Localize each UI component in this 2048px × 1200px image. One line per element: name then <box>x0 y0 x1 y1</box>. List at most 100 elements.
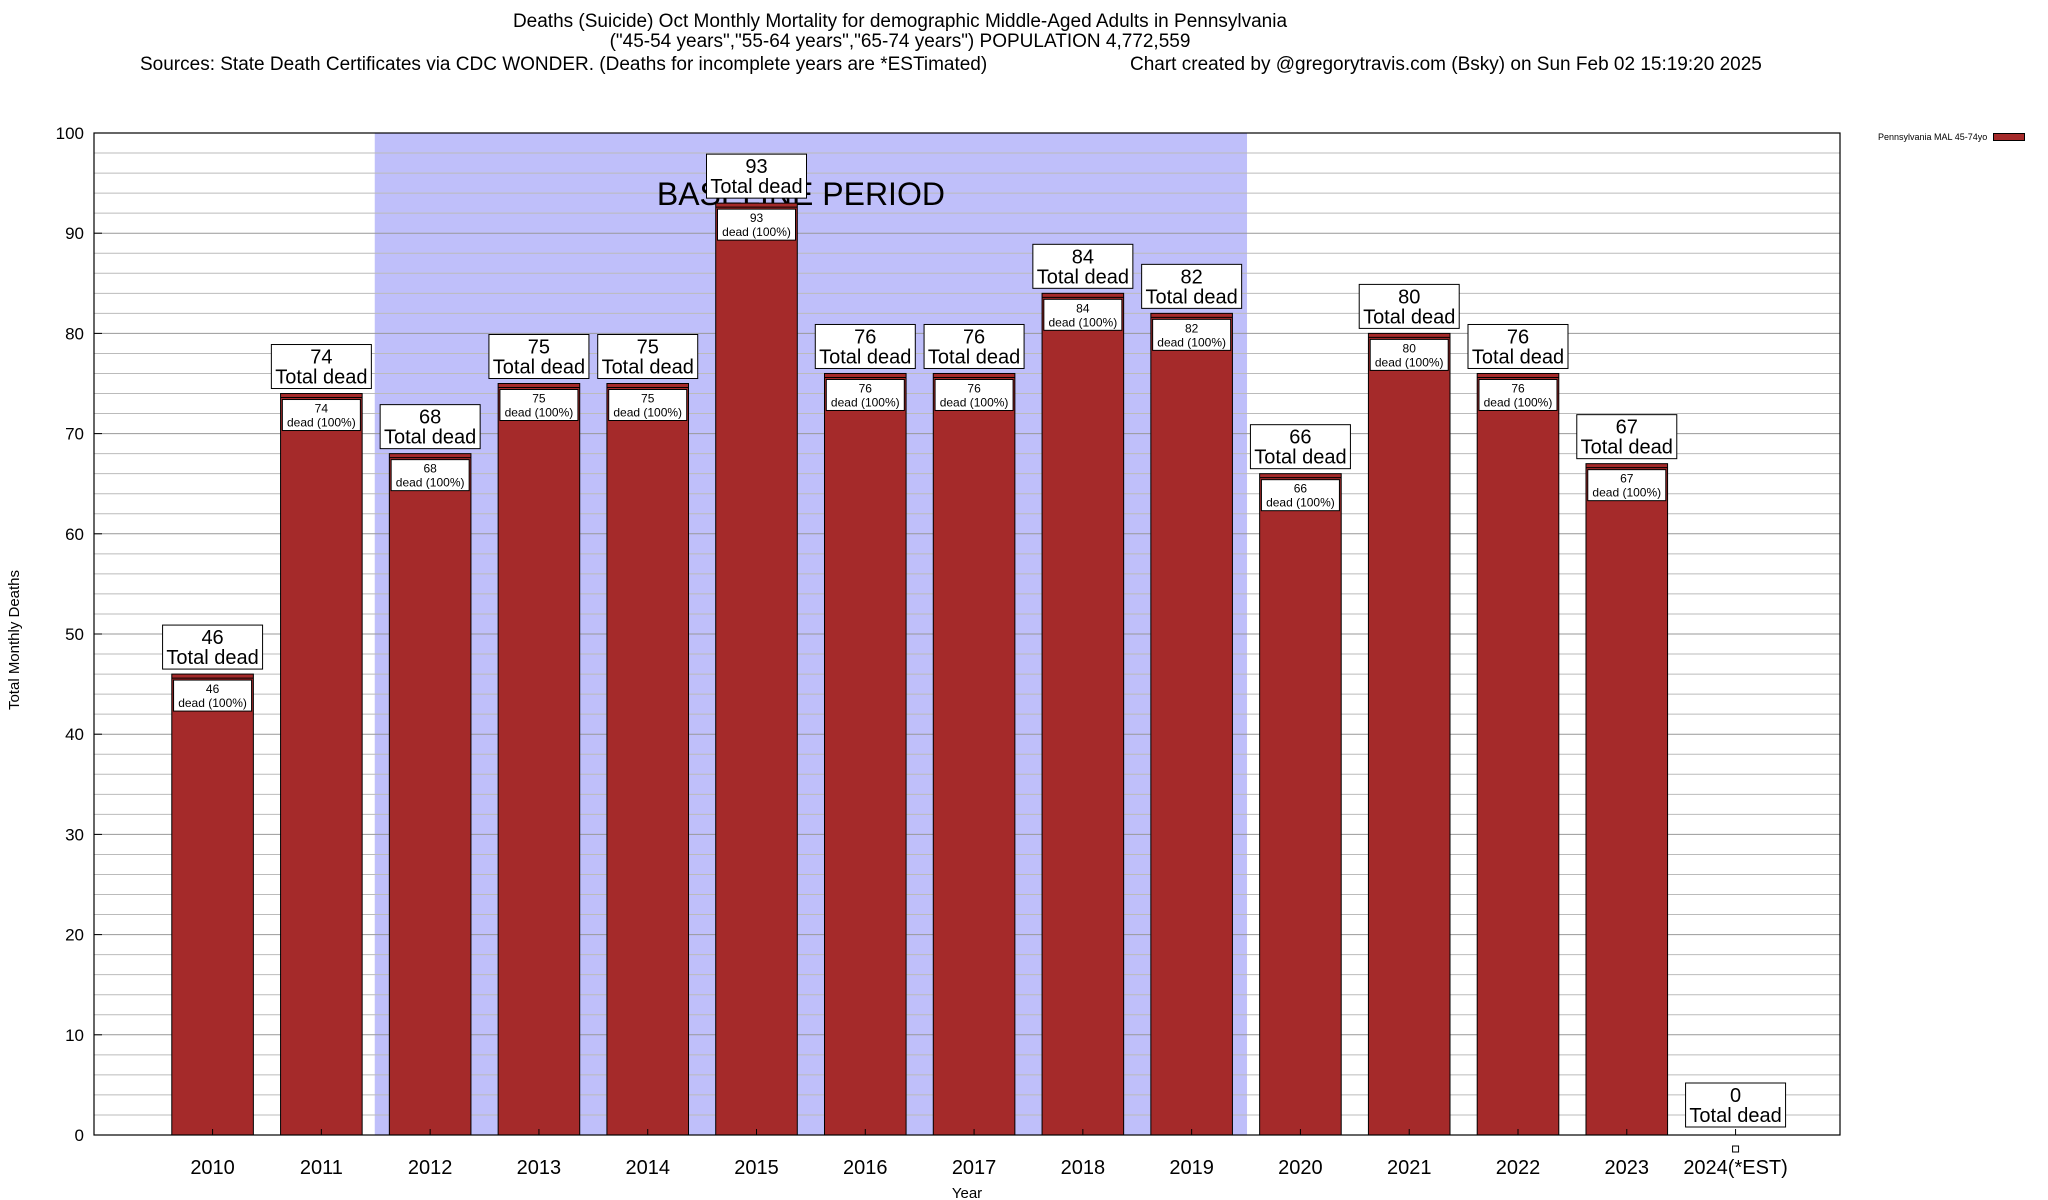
y-tick-label: 100 <box>56 124 84 143</box>
bar <box>1259 473 1342 1136</box>
total-label-box <box>1576 414 1678 460</box>
bar <box>1585 463 1669 1136</box>
bar-percent-label: dead (100%) <box>1484 395 1553 409</box>
total-value-label: 76 <box>963 326 985 348</box>
total-value-label: 93 <box>745 156 767 178</box>
y-tick-label: 80 <box>65 324 84 343</box>
sources-text: Sources: State Death Certificates via CD… <box>140 54 988 75</box>
total-value-label: 75 <box>528 337 550 359</box>
zero-marker <box>1732 1145 1740 1153</box>
y-tick-label: 70 <box>65 425 84 444</box>
bar-label-box <box>173 679 253 712</box>
bar-value-label: 68 <box>423 462 437 476</box>
bar <box>388 453 472 1136</box>
total-value-label: 68 <box>419 407 441 429</box>
total-dead-label: Total dead <box>166 647 258 669</box>
total-dead-label: Total dead <box>710 176 802 198</box>
bar-label-box <box>934 378 1014 411</box>
total-label-box <box>1141 263 1243 309</box>
bar-label-box <box>1587 469 1667 502</box>
bar-value-label: 76 <box>967 381 981 395</box>
total-value-label: 76 <box>854 326 876 348</box>
x-axis-label: Year <box>952 1185 982 1200</box>
total-dead-label: Total dead <box>819 346 911 368</box>
total-label-box <box>1467 323 1569 369</box>
bar-value-label: 84 <box>1076 301 1090 315</box>
bar-value-label: 74 <box>315 402 329 416</box>
bar-value-label: 80 <box>1403 341 1417 355</box>
x-tick-label: 2015 <box>734 1157 779 1179</box>
chart-title-block: Deaths (Suicide) Oct Monthly Mortality f… <box>0 12 1800 52</box>
bar-percent-label: dead (100%) <box>613 406 682 420</box>
bar <box>1150 312 1233 1136</box>
bar-value-label: 46 <box>206 682 220 696</box>
bar-percent-label: dead (100%) <box>396 476 465 490</box>
x-tick-label: 2010 <box>190 1157 235 1179</box>
bar-label-box <box>1478 378 1558 411</box>
y-tick-label: 0 <box>75 1126 84 1145</box>
bar-percent-label: dead (100%) <box>505 406 574 420</box>
total-dead-label: Total dead <box>1472 346 1564 368</box>
legend: Pennsylvania MAL 45-74yo <box>1878 132 2026 142</box>
x-tick-label: 2014 <box>625 1157 670 1179</box>
bar-label-box <box>825 378 905 411</box>
bar-percent-label: dead (100%) <box>831 395 900 409</box>
plot-frame <box>93 132 1841 1136</box>
bar-percent-label: dead (100%) <box>1592 486 1661 500</box>
bar-percent-label: dead (100%) <box>722 225 791 239</box>
total-dead-label: Total dead <box>384 427 476 449</box>
y-tick-label: 20 <box>65 926 84 945</box>
y-tick-label: 60 <box>65 525 84 544</box>
x-tick-label: 2018 <box>1061 1157 1106 1179</box>
total-label-box <box>162 624 264 670</box>
bar-percent-label: dead (100%) <box>1048 315 1117 329</box>
total-label-box <box>1358 283 1460 329</box>
total-label-box <box>488 334 590 379</box>
chart-subtitle: ("45-54 years","55-64 years","65-74 year… <box>609 31 1191 52</box>
total-label-box <box>1685 1082 1787 1128</box>
total-label-box <box>923 323 1025 369</box>
bar-label-box <box>499 389 579 421</box>
bar <box>171 673 254 1136</box>
x-tick-label: 2024(*EST) <box>1683 1157 1788 1179</box>
x-tick-label: 2020 <box>1278 1157 1323 1179</box>
bar <box>1367 332 1451 1136</box>
total-dead-label: Total dead <box>1689 1105 1781 1127</box>
total-value-label: 0 <box>1730 1085 1741 1107</box>
total-dead-label: Total dead <box>1254 447 1346 469</box>
total-label-box <box>706 153 808 199</box>
bar-label-box <box>1260 479 1340 512</box>
bar-value-label: 82 <box>1185 321 1199 335</box>
total-dead-label: Total dead <box>1363 306 1455 328</box>
x-tick-label: 2017 <box>952 1157 997 1179</box>
total-value-label: 82 <box>1181 266 1203 288</box>
total-dead-label: Total dead <box>1145 286 1237 308</box>
total-value-label: 46 <box>201 627 223 649</box>
bar <box>1476 372 1560 1136</box>
bar-value-label: 75 <box>641 392 655 406</box>
bar-label-box <box>390 459 470 492</box>
bar <box>932 372 1016 1136</box>
bar <box>606 383 690 1136</box>
total-dead-label: Total dead <box>602 357 694 379</box>
x-tick-label: 2023 <box>1605 1157 1650 1179</box>
legend-label: Pennsylvania MAL 45-74yo <box>1878 132 1988 142</box>
bar-percent-label: dead (100%) <box>940 395 1009 409</box>
x-tick-label: 2013 <box>517 1157 562 1179</box>
bar-value-label: 76 <box>1511 381 1525 395</box>
bar-value-label: 76 <box>859 381 873 395</box>
bar-value-label: 75 <box>532 392 546 406</box>
total-value-label: 80 <box>1398 286 1420 308</box>
credit-text: Chart created by @gregorytravis.com (Bsk… <box>1130 54 1762 75</box>
bar-label-box <box>281 399 361 432</box>
bar <box>1041 292 1125 1136</box>
total-value-label: 74 <box>310 347 332 369</box>
y-tick-label: 30 <box>65 825 84 844</box>
total-label-box <box>1249 424 1351 470</box>
bar-value-label: 67 <box>1620 472 1634 486</box>
total-label-box <box>270 344 372 390</box>
chart-title: Deaths (Suicide) Oct Monthly Mortality f… <box>512 11 1288 32</box>
total-value-label: 84 <box>1072 246 1094 268</box>
bar-percent-label: dead (100%) <box>178 696 247 710</box>
